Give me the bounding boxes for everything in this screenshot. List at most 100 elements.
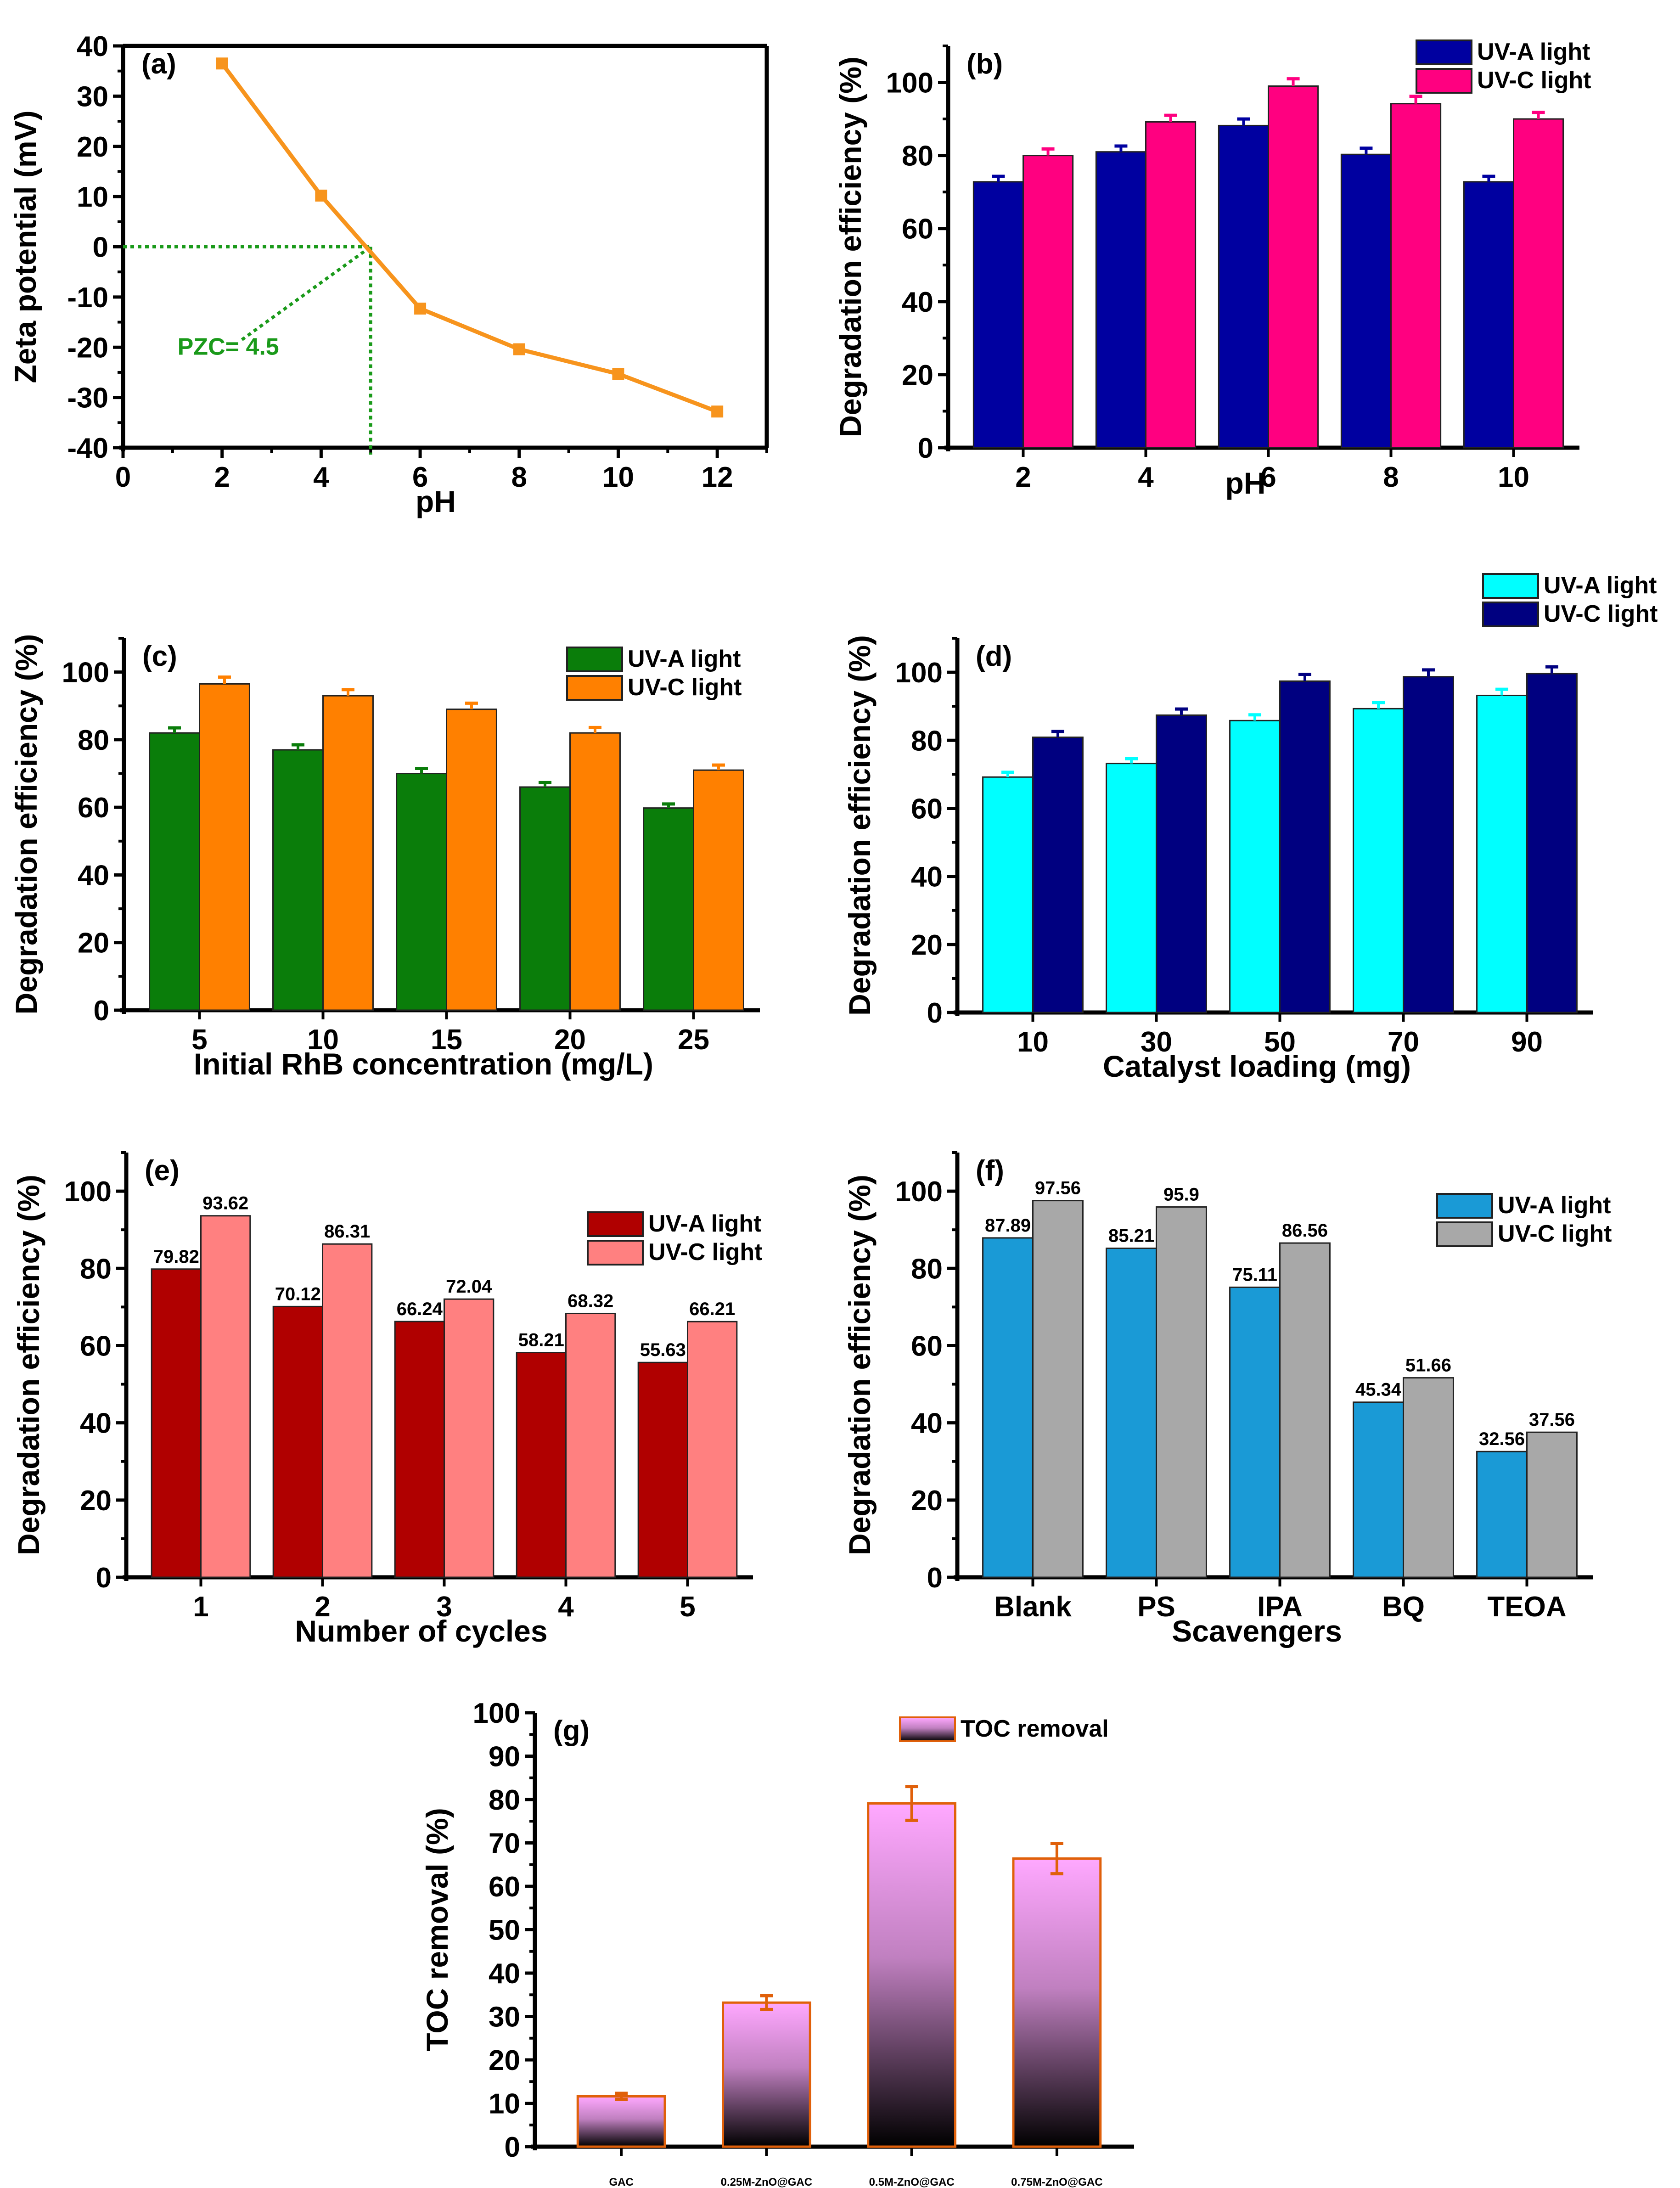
bar-uv-a-light bbox=[1353, 1401, 1404, 1578]
y-tick-label: 100 bbox=[64, 1176, 112, 1208]
y-axis-title: Zeta potential (mV) bbox=[8, 110, 42, 383]
data-label: 32.56 bbox=[1479, 1429, 1525, 1449]
legend-label: UV-A light bbox=[1477, 39, 1590, 65]
bar-uv-a-light bbox=[1106, 763, 1157, 1013]
x-tick-label: 10 bbox=[307, 1024, 339, 1056]
y-tick-label: 80 bbox=[80, 1253, 112, 1285]
bar-uv-a-light bbox=[151, 1268, 202, 1578]
y-tick-label: 10 bbox=[77, 181, 108, 213]
y-tick-label: 30 bbox=[77, 81, 108, 112]
y-axis-title: Degradation efficiency (%) bbox=[843, 635, 877, 1016]
y-tick-label: 0 bbox=[94, 995, 109, 1027]
bar-uv-a-light bbox=[1218, 124, 1269, 449]
legend-swatch bbox=[1482, 602, 1539, 627]
legend-swatch bbox=[587, 1211, 644, 1237]
bar-uv-c-light bbox=[446, 709, 497, 1011]
x-axis-title: Catalyst loading (mg) bbox=[1103, 1049, 1411, 1083]
y-tick-label: 80 bbox=[78, 725, 109, 756]
panel-label: (g) bbox=[553, 1715, 590, 1747]
pzc-leader-line bbox=[241, 245, 372, 341]
data-label: 66.21 bbox=[689, 1299, 735, 1319]
bar-uv-c-light bbox=[1023, 155, 1074, 449]
bar-uv-c-light bbox=[1032, 737, 1084, 1013]
data-label: 97.56 bbox=[1035, 1178, 1081, 1198]
x-tick-label: 8 bbox=[1383, 461, 1399, 493]
data-label: 58.21 bbox=[518, 1330, 564, 1350]
data-label: 45.34 bbox=[1355, 1380, 1402, 1400]
x-axis-title: Scavengers bbox=[1172, 1614, 1342, 1648]
y-tick-label: 70 bbox=[489, 1828, 520, 1860]
panel-label: (c) bbox=[142, 641, 177, 672]
bar-uv-c-light bbox=[1390, 103, 1442, 449]
y-tick-label: 30 bbox=[489, 2002, 520, 2033]
y-tick-label: 60 bbox=[911, 1330, 943, 1362]
bar-uv-a-light bbox=[272, 1305, 323, 1578]
data-point bbox=[414, 303, 427, 315]
y-tick-label: 10 bbox=[489, 2088, 520, 2120]
bar-uv-c-light bbox=[687, 1321, 738, 1578]
y-tick-label: 20 bbox=[902, 360, 933, 391]
y-tick-label: 40 bbox=[80, 1408, 112, 1440]
y-tick-label: 40 bbox=[911, 1408, 943, 1440]
panel-label: (d) bbox=[976, 641, 1012, 672]
bar-uv-a-light bbox=[1229, 1286, 1281, 1578]
y-tick-label: 80 bbox=[911, 1253, 943, 1285]
bar-uv-c-light bbox=[322, 1243, 373, 1578]
x-tick-label: Blank bbox=[994, 1591, 1072, 1623]
y-tick-label: -20 bbox=[67, 332, 108, 364]
bar-uv-c-light bbox=[1526, 1431, 1578, 1578]
bar-uv-c-light bbox=[444, 1298, 494, 1578]
bar-uv-a-light bbox=[394, 1321, 445, 1578]
y-tick-label: 0 bbox=[918, 433, 933, 464]
y-tick-label: 40 bbox=[78, 860, 109, 891]
x-tick-label: GAC bbox=[609, 2176, 633, 2188]
bar-uv-c-light bbox=[693, 769, 744, 1011]
x-tick-label: 10 bbox=[1017, 1026, 1049, 1058]
y-tick-label: 80 bbox=[489, 1784, 520, 1816]
legend-swatch bbox=[566, 675, 623, 701]
x-tick-label: 6 bbox=[412, 461, 428, 493]
bar-uv-a-light bbox=[637, 1361, 689, 1578]
x-tick-label: 50 bbox=[1264, 1026, 1296, 1058]
x-tick-label: 10 bbox=[602, 461, 634, 493]
bar-uv-a-light bbox=[396, 773, 447, 1011]
y-tick-label: 20 bbox=[78, 928, 109, 959]
x-tick-label: 15 bbox=[431, 1024, 462, 1056]
x-tick-label: 0 bbox=[115, 461, 131, 493]
bar-uv-c-light bbox=[200, 1215, 251, 1578]
bar-toc-removal bbox=[867, 1802, 956, 2148]
data-point bbox=[711, 405, 724, 418]
x-tick-label: TEOA bbox=[1487, 1591, 1566, 1623]
data-label: 37.56 bbox=[1529, 1410, 1575, 1430]
x-tick-label: 10 bbox=[1498, 461, 1529, 493]
y-tick-label: 60 bbox=[80, 1330, 112, 1362]
panel-label: (e) bbox=[145, 1155, 180, 1187]
y-tick-label: -40 bbox=[67, 433, 108, 464]
bar-uv-c-light bbox=[1279, 1242, 1331, 1578]
x-tick-label: 1 bbox=[193, 1591, 208, 1623]
y-tick-label: -10 bbox=[67, 282, 108, 314]
bar-uv-a-light bbox=[1106, 1247, 1157, 1578]
x-axis-title: pH bbox=[1225, 466, 1266, 500]
y-tick-label: 0 bbox=[505, 2132, 520, 2163]
x-tick-label: 90 bbox=[1511, 1026, 1543, 1058]
x-tick-label: 5 bbox=[191, 1024, 207, 1056]
legend-label: UV-C light bbox=[1477, 67, 1591, 94]
series-line bbox=[220, 62, 718, 414]
data-point bbox=[513, 343, 525, 355]
bar-uv-c-light bbox=[1156, 1206, 1207, 1578]
x-tick-label: PS bbox=[1137, 1591, 1175, 1623]
data-label: 51.66 bbox=[1405, 1356, 1451, 1376]
x-tick-label: 0.25M-ZnO@GAC bbox=[721, 2176, 812, 2188]
bar-uv-c-light bbox=[1145, 121, 1197, 449]
data-label: 86.56 bbox=[1282, 1221, 1328, 1241]
legend-label: UV-A light bbox=[1498, 1192, 1611, 1219]
data-point bbox=[315, 189, 327, 202]
x-axis-title: pH bbox=[416, 484, 456, 518]
y-tick-label: 40 bbox=[489, 1958, 520, 1990]
